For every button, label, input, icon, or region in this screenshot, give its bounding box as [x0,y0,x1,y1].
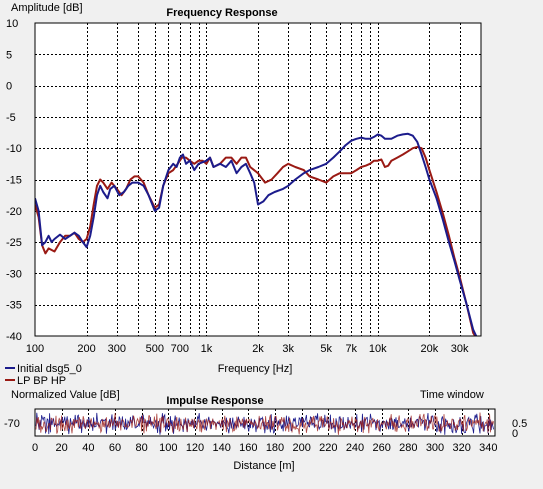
ir-x-tick-label: 100 [159,442,177,454]
fr-y-tick-label: -5 [6,112,16,124]
fr-series-line-0 [35,132,478,336]
ir-x-tick-label: 220 [319,442,337,454]
fr-x-tick-label: 5k [320,343,332,355]
ir-x-ticks: 0 20 40 60 80 100 120 140 160 180 200 220 240 260 280 3… [32,442,498,454]
ir-x-tick-label: 140 [212,442,230,454]
fr-chart-title: Frequency Response [166,7,277,19]
ir-x-tick-label: 40 [82,442,94,454]
ir-y-right-tick-bottom: 0 [512,428,518,440]
fr-plot-border [34,22,482,337]
fr-x-tick-label: 700 [171,343,189,355]
fr-legend: Initial dsg5_0 LP BP HP [5,363,82,387]
frequency-response-chart[interactable]: Amplitude [dB] Frequency Response 10 5 0 -5… [5,2,482,387]
ir-y-axis-label: Normalized Value [dB] [11,389,120,401]
legend-label-series-1: LP BP HP [17,375,66,387]
fr-x-tick-label: 7k [345,343,357,355]
fr-series [35,132,478,336]
ir-x-tick-label: 320 [452,442,470,454]
ir-x-tick-label: 260 [372,442,390,454]
fr-y-tick-label: -35 [6,300,22,312]
fr-x-tick-label: 10k [369,343,387,355]
fr-x-tick-label: 300 [108,343,126,355]
fr-x-tick-label: 100 [26,343,44,355]
fr-x-tick-label: 20k [421,343,439,355]
ir-time-window-label: Time window [420,389,484,401]
ir-y-right-tick-top: 0.5 [512,418,527,430]
ir-plot-border [34,408,496,437]
fr-y-axis-label: Amplitude [dB] [11,2,83,14]
impulse-response-chart[interactable]: Normalized Value [dB] Impulse Response T… [4,389,527,472]
fr-y-tick-label: -40 [6,331,22,343]
ir-x-tick-label: 280 [399,442,417,454]
ir-x-tick-label: 80 [136,442,148,454]
fr-x-tick-label: 30k [451,343,469,355]
ir-series-trace-0 [35,412,494,435]
fr-x-tick-label: 1k [201,343,213,355]
ir-chart-title: Impulse Response [166,395,263,407]
ir-x-tick-label: 160 [239,442,257,454]
ir-series-trace-1 [35,412,494,435]
ir-x-tick-label: 340 [479,442,497,454]
fr-x-tick-label: 500 [146,343,164,355]
fr-y-ticks: 10 5 0 -5 -10 -15 -20 -25 -30 -35 -40 [6,18,22,343]
ir-x-tick-label: 120 [186,442,204,454]
fr-y-tick-label: -30 [6,268,22,280]
fr-x-tick-label: 200 [77,343,95,355]
fr-x-tick-label: 2k [252,343,264,355]
fr-y-tick-label: 5 [6,49,12,61]
fr-y-tick-label: -10 [6,143,22,155]
fr-series-line-1 [35,145,477,336]
ir-x-axis-label: Distance [m] [233,460,294,472]
fr-y-tick-label: 10 [6,18,18,30]
fr-y-tick-label: -20 [6,206,22,218]
fr-y-tick-label: -25 [6,237,22,249]
fr-y-tick-label: 0 [6,81,12,93]
ir-x-tick-label: 0 [32,442,38,454]
ir-x-tick-label: 200 [292,442,310,454]
legend-label-series-0: Initial dsg5_0 [17,363,82,375]
ir-noise-traces [35,412,494,435]
fr-x-ticks: 100 200 300 500 700 1k 2k 3k 5k 7k 10k 20k 30k [26,343,469,355]
fr-y-tick-label: -15 [6,175,22,187]
ir-x-tick-label: 300 [426,442,444,454]
ir-x-tick-label: 240 [346,442,364,454]
ir-x-tick-label: 180 [266,442,284,454]
fr-x-axis-label: Frequency [Hz] [218,363,293,375]
ir-x-tick-label: 20 [56,442,68,454]
ir-x-tick-label: 60 [109,442,121,454]
ir-y-left-tick: -70 [4,418,20,430]
fr-x-tick-label: 3k [282,343,294,355]
